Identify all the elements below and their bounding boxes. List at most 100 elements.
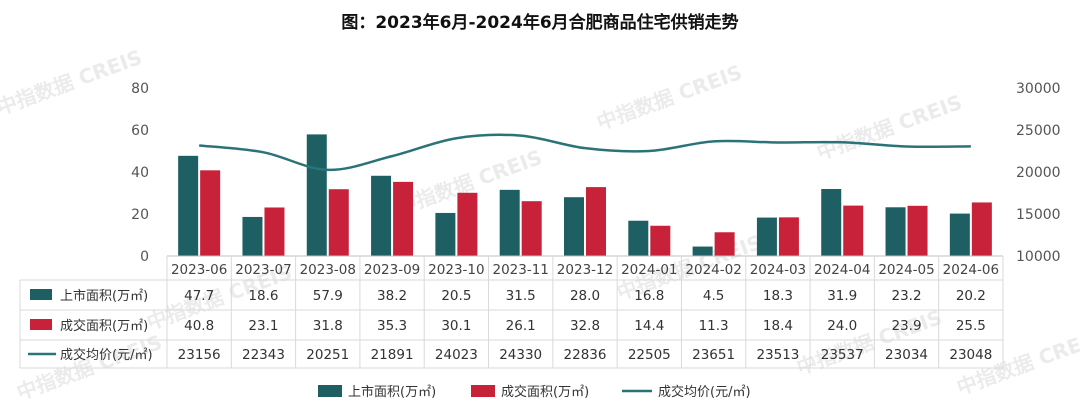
- table-cell-value: 21891: [371, 347, 414, 363]
- table-cell-value: 24023: [435, 347, 478, 363]
- table-cell-value: 31.5: [506, 288, 536, 304]
- supply-bar: [435, 212, 456, 256]
- row-series-label: 上市面积(万㎡): [60, 288, 148, 304]
- watermark-text: 中指数据 CREIS: [594, 60, 746, 135]
- right-axis-tick-label: 15000: [1016, 207, 1061, 223]
- x-axis-tick-label: 2023-12: [557, 262, 613, 278]
- sales-bar: [778, 217, 799, 256]
- table-cell-value: 11.3: [699, 318, 729, 334]
- left-axis-tick-label: 80: [131, 81, 149, 97]
- table-cell-value: 23156: [178, 347, 221, 363]
- table-cell-value: 31.9: [827, 288, 857, 304]
- left-axis-tick-label: 0: [140, 249, 149, 265]
- legend-label: 成交均价(元/㎡): [658, 384, 751, 400]
- x-axis-tick-label: 2024-03: [750, 262, 806, 278]
- supply-bar: [564, 197, 584, 256]
- row-series-label: 成交面积(万㎡): [60, 318, 148, 334]
- x-axis-tick-label: 2023-10: [428, 262, 484, 278]
- supply-bar: [499, 189, 520, 256]
- watermark-text: 中指数据 CREIS: [0, 45, 145, 120]
- legend-key: [318, 385, 342, 397]
- legend-label: 成交面积(万㎡): [501, 384, 589, 400]
- supply-bar: [692, 246, 713, 256]
- right-axis-tick-label: 10000: [1016, 249, 1061, 265]
- table-cell-value: 14.4: [634, 318, 664, 334]
- supply-bar: [178, 155, 199, 256]
- supply-bar: [306, 134, 327, 256]
- table-cell-value: 24.0: [827, 318, 857, 334]
- supply-bar: [885, 207, 906, 256]
- x-axis-tick-label: 2023-08: [300, 262, 356, 278]
- sales-bar: [650, 225, 671, 256]
- x-axis-tick-label: 2024-06: [943, 262, 999, 278]
- table-cell-value: 22836: [564, 347, 607, 363]
- left-axis-tick-label: 60: [131, 123, 149, 139]
- right-axis-tick-label: 20000: [1016, 165, 1061, 181]
- price-line: [199, 133, 971, 172]
- watermark-text: 中指数据 CREIS: [814, 90, 966, 165]
- supply-bar: [371, 175, 392, 256]
- table-cell-value: 23513: [756, 347, 799, 363]
- table-cell-value: 16.8: [634, 288, 664, 304]
- sales-bar: [971, 202, 992, 256]
- table-cell-value: 23651: [692, 347, 735, 363]
- sales-bar: [264, 207, 285, 256]
- row-series-label: 成交均价(元/㎡): [60, 347, 153, 363]
- table-cell-value: 23.9: [892, 318, 922, 334]
- x-axis-tick-label: 2023-07: [235, 262, 291, 278]
- sales-bar: [328, 189, 349, 256]
- left-axis-tick-label: 20: [131, 207, 149, 223]
- sales-bar: [521, 201, 542, 256]
- table-cell-value: 47.7: [184, 288, 214, 304]
- right-axis-tick-label: 30000: [1016, 81, 1061, 97]
- table-cell-value: 22343: [242, 347, 285, 363]
- x-axis-tick-label: 2024-04: [814, 262, 870, 278]
- row-legend-key: [30, 319, 52, 330]
- table-cell-value: 28.0: [570, 288, 600, 304]
- table-cell-value: 30.1: [441, 318, 471, 334]
- legend: 上市面积(万㎡) 成交面积(万㎡) 成交均价(元/㎡): [318, 384, 751, 400]
- right-axis-tick-label: 25000: [1016, 123, 1061, 139]
- table-cell-value: 4.5: [703, 288, 724, 304]
- bar-series: [178, 134, 992, 256]
- table-cell-value: 23034: [885, 347, 928, 363]
- table-cell-value: 18.6: [248, 288, 278, 304]
- table-cell-value: 38.2: [377, 288, 407, 304]
- table-cell-value: 23.2: [892, 288, 922, 304]
- left-axis: 0 20 40 60 80: [131, 81, 149, 265]
- sales-bar: [457, 192, 478, 256]
- table-cell-value: 40.8: [184, 318, 214, 334]
- data-table: 2023-06 2023-07 2023-08 2023-09 2023-10 2023-…: [19, 255, 1004, 369]
- table-cell-value: 20.5: [441, 288, 471, 304]
- row-legend-key: [30, 289, 52, 300]
- sales-bar: [200, 170, 221, 256]
- table-cell-value: 57.9: [313, 288, 343, 304]
- x-axis-tick-label: 2024-01: [621, 262, 677, 278]
- supply-bar: [242, 216, 263, 256]
- chart-title: 图：2023年6月-2024年6月合肥商品住宅供销走势: [341, 13, 739, 33]
- table-cell-value: 26.1: [506, 318, 536, 334]
- supply-bar: [756, 217, 777, 256]
- table-cell-value: 25.5: [956, 318, 986, 334]
- watermark-text: 中指数据 CREIS: [14, 330, 166, 405]
- supply-bar: [821, 189, 842, 256]
- legend-key: [471, 385, 495, 397]
- table-cell-value: 20.2: [956, 288, 986, 304]
- sales-bar: [714, 232, 735, 256]
- table-cell-value: 18.3: [763, 288, 793, 304]
- supply-bar: [949, 213, 970, 256]
- x-axis-tick-label: 2023-06: [171, 262, 227, 278]
- table-cell-value: 31.8: [313, 318, 343, 334]
- table-cell-value: 32.8: [570, 318, 600, 334]
- table-cell-value: 23537: [821, 347, 864, 363]
- table-cell-value: 35.3: [377, 318, 407, 334]
- x-axis-tick-label: 2024-02: [685, 262, 741, 278]
- price-line-series: [199, 133, 971, 172]
- sales-bar: [907, 205, 928, 256]
- table-cell-value: 23.1: [248, 318, 278, 334]
- sales-bar: [586, 187, 606, 256]
- x-axis-tick-label: 2023-11: [492, 262, 548, 278]
- table-cell-value: 23048: [949, 347, 992, 363]
- table-cell-value: 20251: [306, 347, 349, 363]
